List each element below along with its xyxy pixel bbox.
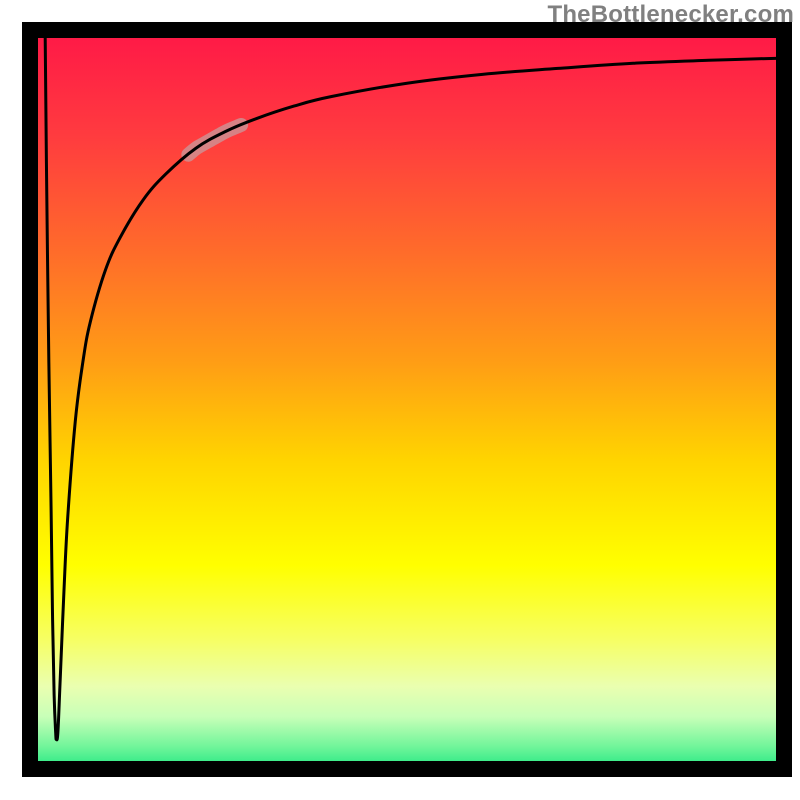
watermark-text: TheBottlenecker.com — [547, 1, 794, 29]
gradient-background — [22, 22, 792, 777]
bottleneck-chart — [0, 0, 800, 800]
chart-container: TheBottlenecker.com — [0, 0, 800, 800]
